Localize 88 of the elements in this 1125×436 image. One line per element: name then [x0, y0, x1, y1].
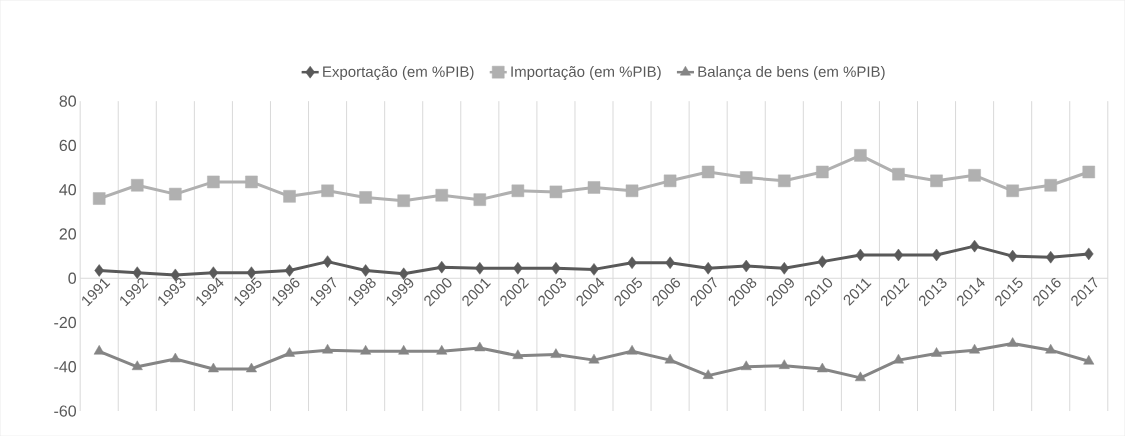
- point: [437, 260, 447, 274]
- point: [779, 261, 790, 275]
- point: [625, 184, 639, 197]
- point: [587, 181, 601, 194]
- point: [169, 187, 182, 201]
- point: [854, 149, 867, 162]
- point: [741, 259, 751, 273]
- point: [817, 255, 828, 268]
- point: [94, 264, 104, 277]
- point: [931, 347, 942, 357]
- point: [665, 256, 675, 269]
- legend-label: Exportação (em %PIB): [323, 65, 474, 80]
- point: [778, 359, 790, 369]
- point: [1007, 337, 1019, 347]
- point: [854, 371, 866, 381]
- point: [435, 188, 448, 202]
- point: [131, 360, 143, 370]
- point: [893, 248, 904, 262]
- point: [968, 168, 981, 182]
- point: [627, 256, 637, 269]
- point: [284, 347, 295, 357]
- point: [1083, 354, 1095, 365]
- point: [701, 165, 715, 179]
- y-tick-label: 0: [68, 272, 77, 284]
- point: [322, 343, 334, 354]
- point: [1084, 247, 1094, 261]
- point: [398, 344, 410, 355]
- point: [626, 344, 638, 355]
- point: [1044, 178, 1057, 192]
- point: [663, 174, 677, 187]
- point: [473, 193, 487, 206]
- point: [969, 343, 981, 354]
- point: [1006, 184, 1019, 197]
- point: [664, 353, 676, 364]
- point: [359, 191, 372, 204]
- point: [207, 362, 219, 373]
- point: [1045, 250, 1056, 264]
- point: [474, 341, 486, 352]
- point: [549, 185, 563, 199]
- point: [475, 261, 485, 275]
- point: [893, 353, 904, 364]
- point: [246, 362, 257, 373]
- point: [739, 171, 753, 184]
- point: [283, 189, 296, 203]
- point: [321, 184, 334, 197]
- y-tick-label: 60: [59, 139, 77, 151]
- point: [816, 362, 828, 373]
- point: [512, 349, 524, 359]
- legend-label: Balança de bens (em %PIB): [698, 65, 885, 80]
- point: [969, 239, 980, 253]
- point: [550, 348, 562, 358]
- point: [397, 194, 410, 207]
- point: [93, 344, 105, 355]
- point: [322, 255, 333, 268]
- point: [1045, 343, 1057, 354]
- point: [702, 369, 714, 379]
- point: [703, 261, 713, 275]
- point: [92, 192, 106, 205]
- point: [1082, 165, 1096, 179]
- point: [930, 174, 943, 187]
- point: [360, 344, 372, 355]
- point: [207, 175, 220, 189]
- point: [360, 264, 371, 277]
- y-tick-label: -60: [54, 405, 77, 417]
- point: [855, 248, 866, 262]
- point: [436, 344, 448, 355]
- point: [588, 353, 600, 364]
- y-tick-label: 20: [59, 228, 77, 240]
- point: [892, 167, 905, 181]
- point: [778, 174, 791, 187]
- point: [284, 264, 295, 277]
- y-tick-label: 40: [59, 183, 77, 196]
- point: [551, 261, 561, 275]
- y-tick-label: -40: [54, 361, 77, 373]
- point: [132, 266, 143, 279]
- y-tick-label: -20: [54, 316, 77, 329]
- point: [931, 248, 942, 262]
- point: [169, 352, 181, 363]
- y-tick-label: 80: [59, 95, 77, 107]
- point: [245, 175, 258, 189]
- point: [131, 178, 144, 192]
- point: [589, 263, 599, 276]
- point: [513, 261, 523, 275]
- point: [511, 184, 525, 197]
- point: [1007, 249, 1018, 263]
- point: [740, 360, 752, 370]
- legend-label: Importação (em %PIB): [511, 65, 661, 80]
- point: [816, 165, 829, 179]
